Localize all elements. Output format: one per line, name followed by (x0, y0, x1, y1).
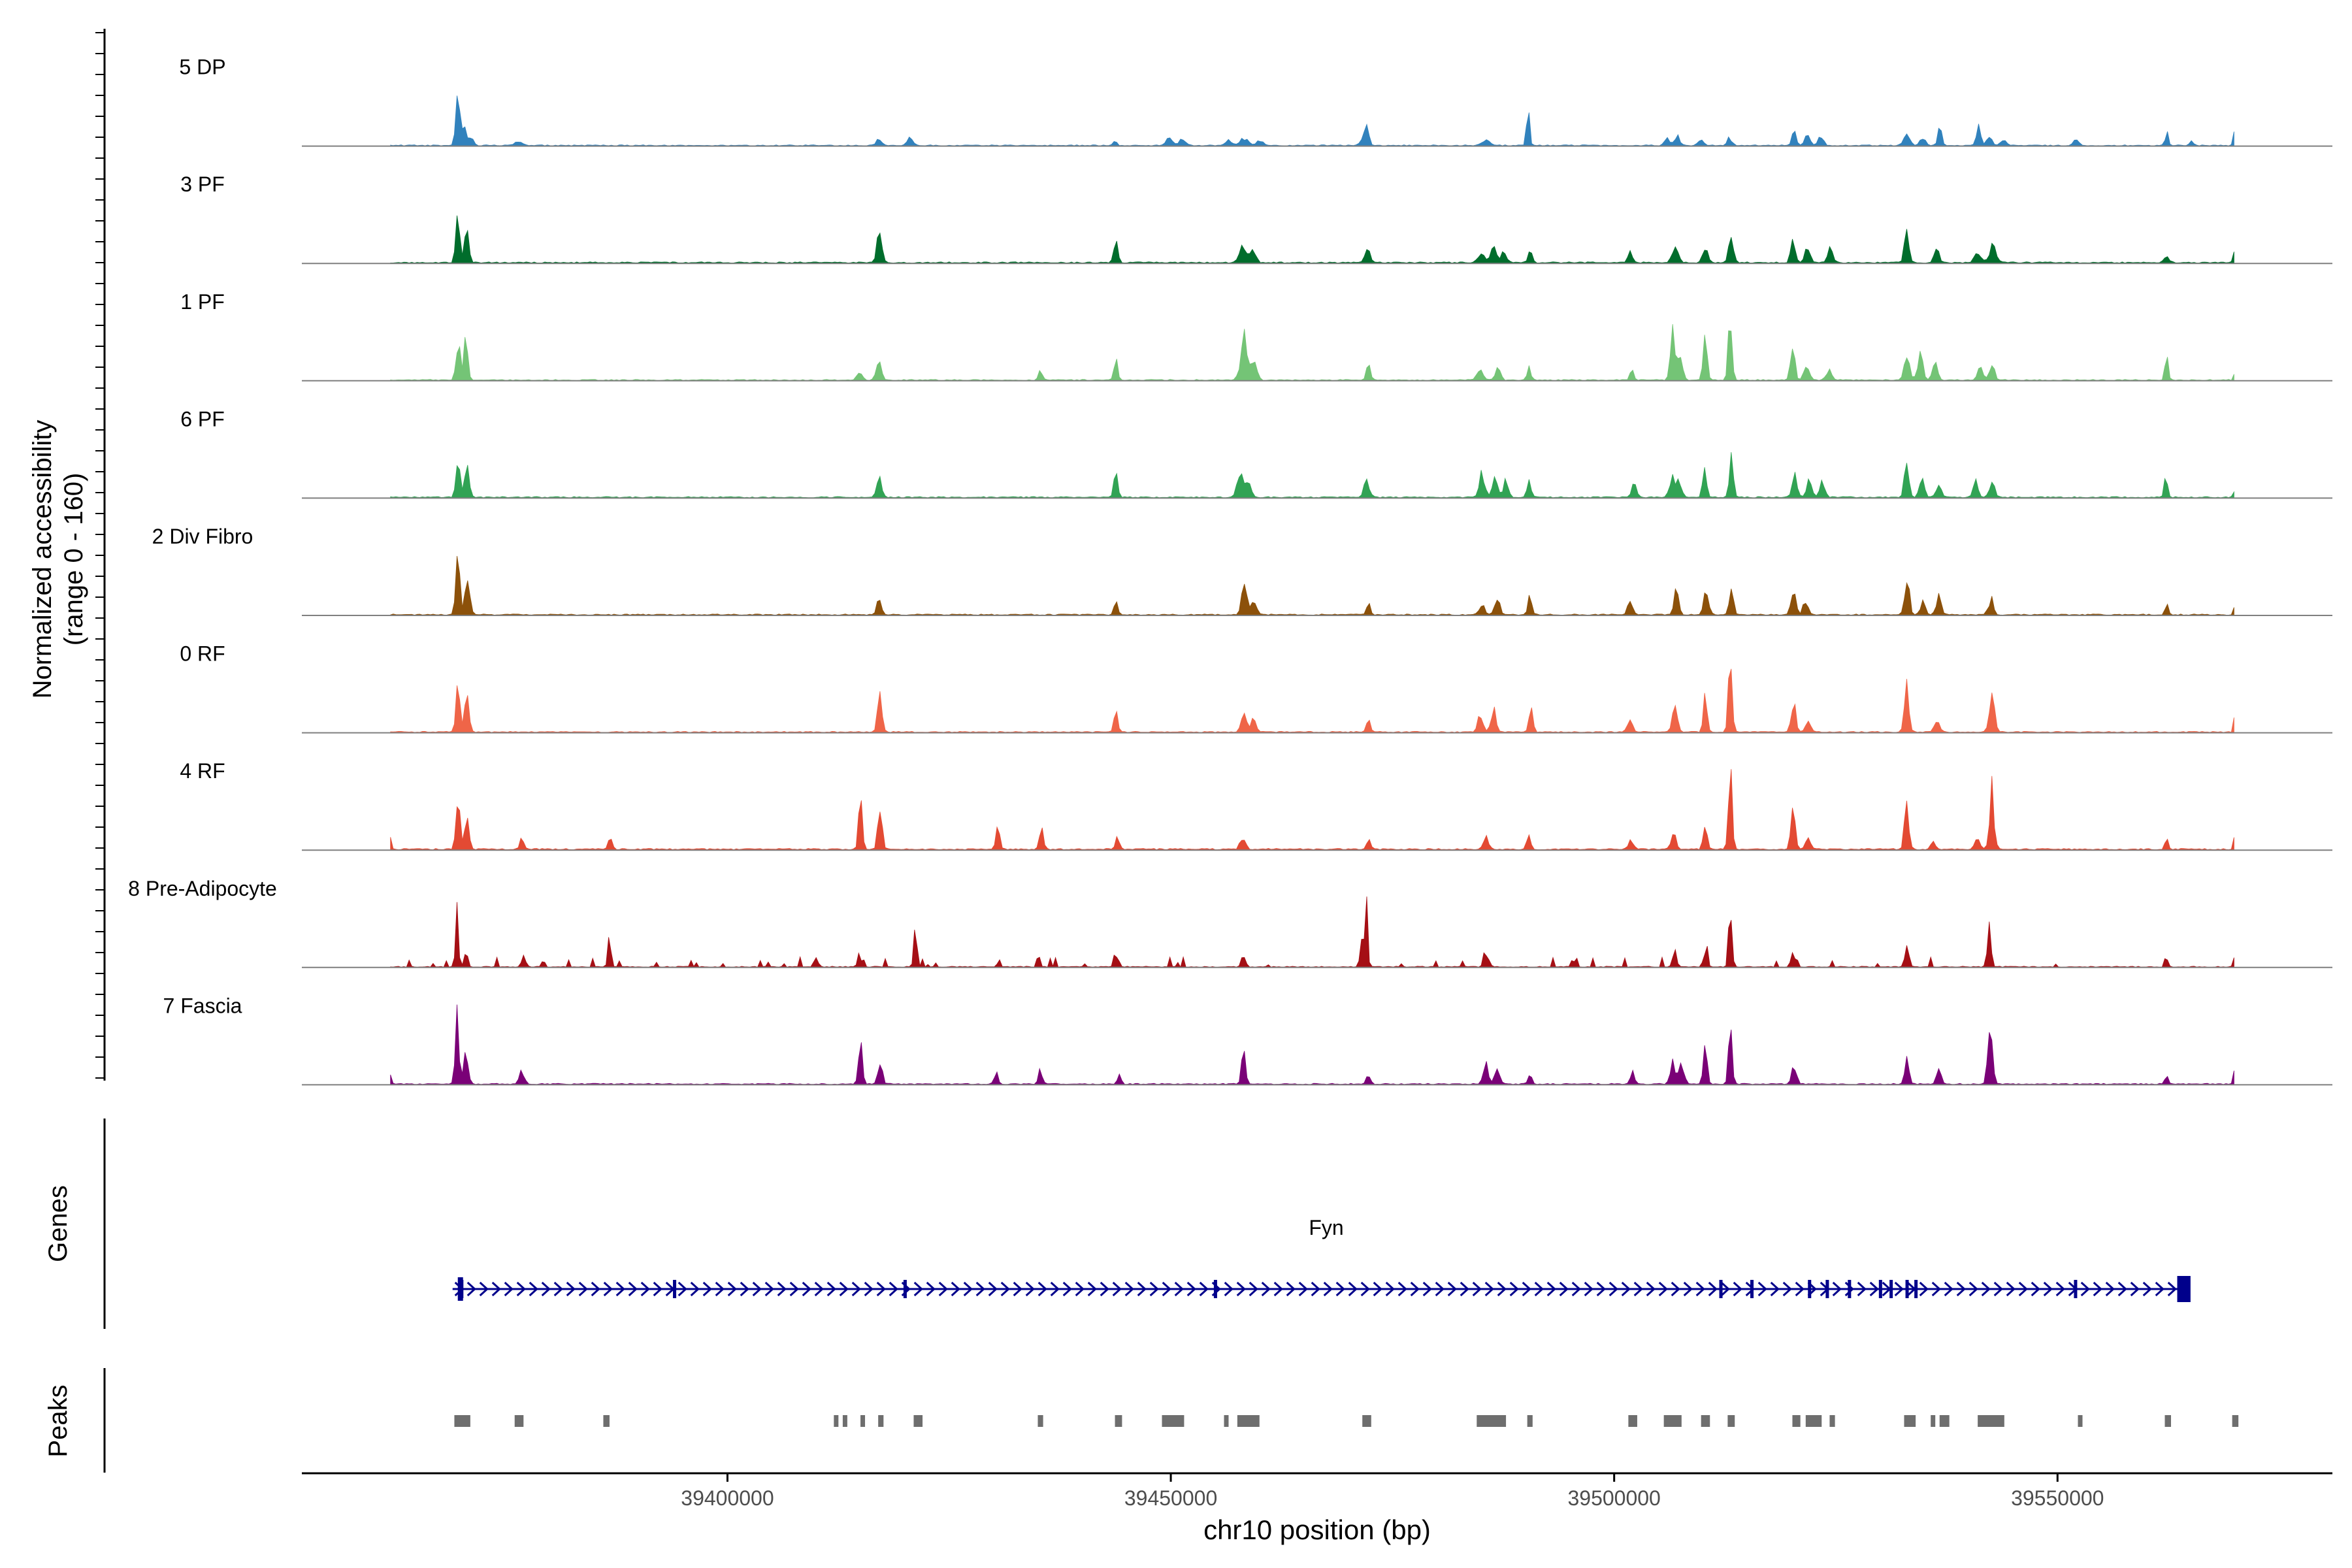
coverage-area-3-pf (390, 215, 2234, 264)
track-label: 5 DP (179, 56, 225, 79)
coverage-area-6-pf (390, 452, 2234, 498)
genes-track-label: Genes (44, 1185, 73, 1262)
track-label: 8 Pre-Adipocyte (128, 877, 277, 900)
gene-exon (903, 1280, 907, 1298)
peak-bar (1115, 1415, 1122, 1427)
coverage-area-8-pre-adipocyte (390, 896, 2234, 968)
track-label: 0 RF (180, 642, 225, 666)
gene-exon (673, 1280, 677, 1298)
peak-bar (878, 1415, 884, 1427)
peak-bar (1527, 1415, 1533, 1427)
peak-bar (1978, 1415, 2004, 1427)
peak-bar (603, 1415, 610, 1427)
coverage-y-ticks (95, 32, 105, 1079)
peak-bar (860, 1415, 866, 1427)
peak-bar (1362, 1415, 1371, 1427)
x-tick-label: 39550000 (2011, 1486, 2104, 1510)
peak-bar (1727, 1415, 1735, 1427)
coverage-area-5-dp (390, 95, 2234, 146)
x-tick-label: 39400000 (681, 1486, 774, 1510)
peak-bar (1701, 1415, 1710, 1427)
gene-model (452, 1276, 2191, 1302)
gene-name-label: Fyn (1309, 1216, 1343, 1239)
track-label: 7 Fascia (163, 994, 242, 1017)
coverage-area-1-pf (390, 324, 2234, 382)
track-label: 6 PF (180, 407, 225, 431)
peaks-track-label: Peaks (44, 1384, 73, 1457)
gene-exon (1848, 1280, 1852, 1298)
peak-bar (1477, 1415, 1507, 1427)
gene-exon (1213, 1280, 1217, 1298)
peak-bar (913, 1415, 923, 1427)
track-2-div-fibro: 2 Div Fibro (152, 525, 2332, 616)
coverage-tracks: 5 DP 3 PF 1 PF 6 PF 2 Div Fibro 0 RF 4 RF 8 Pre… (128, 56, 2332, 1086)
peak-bar (834, 1415, 839, 1427)
track-1-pf: 1 PF (180, 290, 2332, 382)
track-3-pf: 3 PF (180, 172, 2332, 265)
gene-exon (1825, 1280, 1829, 1298)
peak-bar (1829, 1415, 1835, 1427)
peak-bar (1224, 1415, 1229, 1427)
coverage-area-0-rf (390, 668, 2234, 733)
track-label: 3 PF (180, 172, 225, 196)
y-axis-range-label: (range 0 - 160) (59, 473, 88, 646)
peak-bar (1931, 1415, 1936, 1427)
gene-exon-last (2177, 1276, 2191, 1302)
peak-bar (1792, 1415, 1801, 1427)
peak-bar (1037, 1415, 1043, 1427)
peak-bar (1805, 1415, 1822, 1427)
peak-bar (454, 1415, 470, 1427)
track-4-rf: 4 RF (180, 759, 2332, 851)
peak-bar (1628, 1415, 1637, 1427)
track-label: 4 RF (180, 759, 225, 783)
peak-bar (1904, 1415, 1916, 1427)
gene-exon (1878, 1280, 1882, 1298)
peak-bars (454, 1415, 2239, 1427)
gene-exon-first (457, 1277, 463, 1301)
gene-exon (1808, 1280, 1812, 1298)
x-tick-label: 39450000 (1124, 1486, 1217, 1510)
x-axis-ticks: 39400000 39450000 39500000 39550000 (681, 1473, 2104, 1510)
gene-exon (1719, 1280, 1723, 1298)
peak-bar (2232, 1415, 2239, 1427)
x-tick-label: 39500000 (1567, 1486, 1660, 1510)
gene-exon (1914, 1280, 1918, 1298)
track-6-pf: 6 PF (180, 407, 2332, 499)
gene-exon (2074, 1280, 2078, 1298)
peak-bar (514, 1415, 524, 1427)
gene-exon (1905, 1280, 1909, 1298)
coverage-area-7-fascia (390, 1004, 2234, 1085)
y-axis-label: Normalized accessibility (28, 420, 57, 699)
track-8-pre-adipocyte: 8 Pre-Adipocyte (128, 877, 2332, 968)
track-7-fascia: 7 Fascia (163, 994, 2332, 1086)
peak-bar (2078, 1415, 2083, 1427)
track-label: 2 Div Fibro (152, 525, 253, 548)
track-5-dp: 5 DP (179, 56, 2332, 147)
track-label: 1 PF (180, 290, 225, 314)
gene-exon (1750, 1280, 1754, 1298)
peak-bar (1939, 1415, 1950, 1427)
track-0-rf: 0 RF (180, 642, 2332, 734)
coverage-area-4-rf (390, 769, 2234, 851)
peak-bar (842, 1415, 847, 1427)
x-axis-label: chr10 position (bp) (1203, 1514, 1431, 1545)
peak-bar (1237, 1415, 1260, 1427)
peak-bar (1663, 1415, 1682, 1427)
peak-bar (2164, 1415, 2171, 1427)
gene-exon (1889, 1280, 1893, 1298)
peak-bar (1162, 1415, 1184, 1427)
coverage-area-2-div-fibro (390, 556, 2234, 616)
